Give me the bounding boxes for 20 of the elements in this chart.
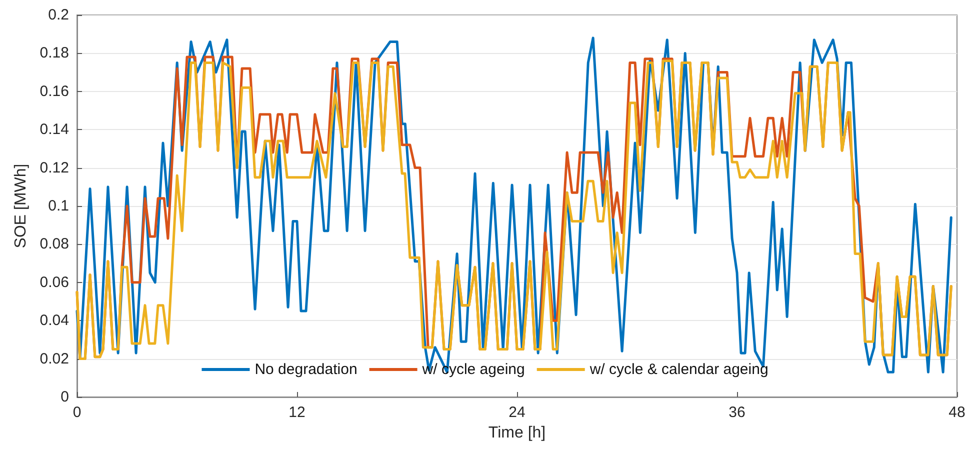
legend-label: w/ cycle & calendar ageing: [588, 361, 768, 378]
x-tick-label: 48: [948, 404, 966, 421]
x-tick-label: 36: [728, 404, 746, 421]
y-tick-label: 0.04: [40, 312, 69, 330]
y-tick-label: 0.02: [40, 350, 69, 368]
y-tick-label: 0.18: [40, 44, 69, 62]
y-tick-label: 0.06: [40, 274, 69, 291]
y-tick-label: 0.08: [40, 236, 69, 253]
y-tick-label: 0.2: [48, 6, 69, 24]
x-tick-label: 12: [288, 404, 306, 421]
y-axis-title: SOE [MWh]: [12, 164, 30, 248]
y-tick-label: 0.14: [40, 121, 69, 138]
x-tick-label: 24: [508, 404, 526, 421]
y-tick-label: 0.1: [48, 198, 69, 214]
y-tick-label: 0.16: [40, 82, 69, 100]
x-tick-label: 0: [72, 404, 82, 421]
y-tick-label: 0: [60, 388, 69, 406]
x-axis-title: Time [h]: [488, 424, 546, 442]
legend-label: No degradation: [254, 361, 358, 378]
y-tick-label: 0.12: [40, 159, 69, 176]
